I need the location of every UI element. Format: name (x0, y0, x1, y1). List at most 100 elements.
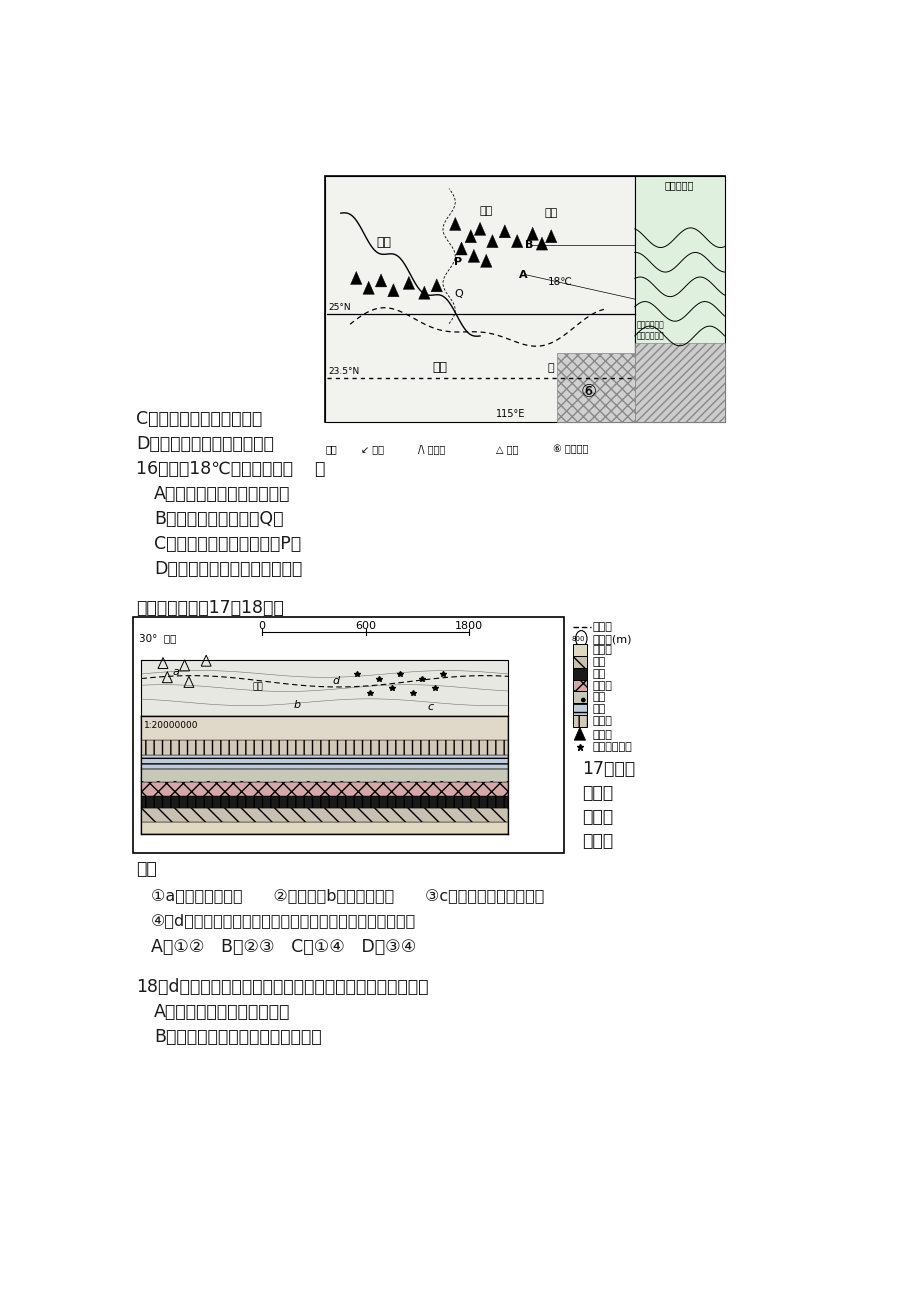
Text: 1:20000000: 1:20000000 (143, 721, 198, 730)
Text: 读下图，回答第17－18题。: 读下图，回答第17－18题。 (136, 599, 284, 617)
Polygon shape (455, 242, 467, 255)
Text: 石灰岩: 石灰岩 (592, 716, 612, 727)
Text: 图示区: 图示区 (582, 784, 612, 802)
Bar (142, 769, 507, 783)
Bar (573, 680, 586, 691)
Text: 煤层: 煤层 (592, 669, 606, 678)
Text: 23.5°N: 23.5°N (328, 367, 359, 376)
Text: ⑥ 热带风暴: ⑥ 热带风暴 (553, 444, 588, 454)
Polygon shape (486, 234, 497, 247)
Polygon shape (350, 271, 361, 284)
Text: 600: 600 (355, 621, 376, 631)
Text: P: P (454, 258, 462, 267)
Text: 砾岩: 砾岩 (592, 693, 606, 703)
Text: 800: 800 (571, 635, 584, 642)
Text: c: c (427, 702, 433, 712)
Text: ⑥: ⑥ (580, 383, 596, 401)
Bar (142, 823, 507, 835)
Text: 30°  纬线: 30° 纬线 (139, 634, 176, 643)
Polygon shape (465, 229, 476, 242)
Polygon shape (511, 234, 522, 247)
Bar (573, 691, 586, 703)
Bar (557, 353, 634, 422)
Text: 25°N: 25°N (328, 303, 350, 312)
Text: B．受副热带高气压带影响更加强烈: B．受副热带高气压带影响更加强烈 (154, 1029, 322, 1047)
Text: 0: 0 (258, 621, 266, 631)
Text: △ 山脉: △ 山脉 (496, 444, 518, 454)
Polygon shape (527, 228, 538, 241)
Text: 图例: 图例 (325, 444, 336, 454)
Text: a: a (173, 667, 179, 677)
Text: ④若d地植被遭到破坏，河流三角洲会减缓向海洋延伸的速度: ④若d地植被遭到破坏，河流三角洲会减缓向海洋延伸的速度 (151, 913, 415, 928)
Polygon shape (480, 254, 492, 267)
Text: 等高线(m): 等高线(m) (592, 634, 631, 643)
Polygon shape (468, 249, 479, 263)
Polygon shape (545, 229, 556, 242)
Text: D．受海陆位置影响与纬线平行: D．受海陆位置影响与纬线平行 (154, 560, 302, 578)
Text: 花岗岩: 花岗岩 (592, 681, 612, 691)
Bar (325, 176, 634, 422)
Text: D．温度更高，热量条件更好: D．温度更高，热量条件更好 (136, 435, 274, 453)
Text: 江西: 江西 (479, 206, 493, 216)
Text: 115°E: 115°E (495, 409, 525, 419)
Polygon shape (431, 279, 442, 292)
Text: 16．图中18℃等温线分布（    ）: 16．图中18℃等温线分布（ ） (136, 460, 325, 478)
Text: C．受河谷地形影响，通过P处: C．受河谷地形影响，通过P处 (154, 535, 301, 553)
Bar (142, 716, 507, 740)
Bar (573, 715, 586, 727)
Bar (634, 344, 724, 422)
Polygon shape (474, 223, 485, 236)
Text: 注：等高距和
比例尺都一致: 注：等高距和 比例尺都一致 (636, 320, 664, 341)
Polygon shape (418, 286, 429, 299)
Text: 18．d地年均降水量比同类自然带其他分布区偏多，其原因是: 18．d地年均降水量比同类自然带其他分布区偏多，其原因是 (136, 978, 428, 996)
Text: B．受低地影响，通过Q处: B．受低地影响，通过Q处 (154, 510, 283, 529)
Text: ↙ 河流: ↙ 河流 (360, 444, 383, 454)
Text: 法正确: 法正确 (582, 832, 612, 850)
Polygon shape (363, 281, 374, 294)
Polygon shape (387, 284, 399, 297)
Text: A．受东部山脉影响向北凸出: A．受东部山脉影响向北凸出 (154, 486, 290, 503)
Polygon shape (375, 273, 386, 286)
Text: 页岩: 页岩 (592, 658, 606, 667)
Text: 18℃: 18℃ (548, 277, 573, 286)
Bar (573, 668, 586, 680)
Text: ①a处可能为变质岩      ②此季节，b地区温和湿润      ③c处山地成因为背斜成山: ①a处可能为变质岩 ②此季节，b地区温和湿润 ③c处山地成因为背斜成山 (151, 888, 543, 904)
Text: 局部等高线: 局部等高线 (664, 180, 694, 190)
Text: /\ 省界线: /\ 省界线 (417, 444, 445, 454)
Text: 砂岩: 砂岩 (592, 704, 606, 715)
Polygon shape (449, 217, 460, 230)
Polygon shape (142, 660, 507, 716)
Text: C．地处迎风坡，降水更多: C．地处迎风坡，降水更多 (136, 410, 262, 428)
Bar (142, 755, 507, 769)
Bar (573, 644, 586, 656)
Text: 亚热带常绿林: 亚热带常绿林 (592, 742, 631, 753)
Text: 湖南: 湖南 (376, 236, 391, 249)
Text: 福建: 福建 (544, 208, 557, 219)
Text: B: B (525, 240, 533, 250)
Text: 17．关于: 17．关于 (582, 760, 634, 777)
Text: A: A (518, 270, 528, 280)
Polygon shape (536, 237, 547, 250)
Text: b: b (293, 699, 300, 710)
Text: d: d (332, 676, 339, 686)
Bar (634, 176, 724, 422)
Text: 的是: 的是 (136, 861, 157, 878)
Text: Q: Q (454, 289, 462, 299)
Bar (142, 809, 507, 823)
Polygon shape (403, 276, 414, 289)
Polygon shape (499, 225, 510, 238)
Text: A．沿岸暖流增温、增湿作用: A．沿岸暖流增温、增湿作用 (154, 1004, 290, 1021)
Bar (142, 740, 507, 755)
Bar (132, 617, 563, 853)
Bar (142, 797, 507, 809)
Polygon shape (142, 716, 507, 835)
Text: 粉砂岩: 粉砂岩 (592, 646, 612, 655)
Text: 域的说: 域的说 (582, 807, 612, 825)
Polygon shape (573, 728, 585, 741)
Bar (142, 783, 507, 797)
Text: 河流: 河流 (253, 682, 263, 691)
Bar (573, 656, 586, 668)
Bar (573, 703, 586, 715)
Text: 落叶林: 落叶林 (592, 730, 612, 741)
Text: 等温线: 等温线 (592, 622, 612, 631)
